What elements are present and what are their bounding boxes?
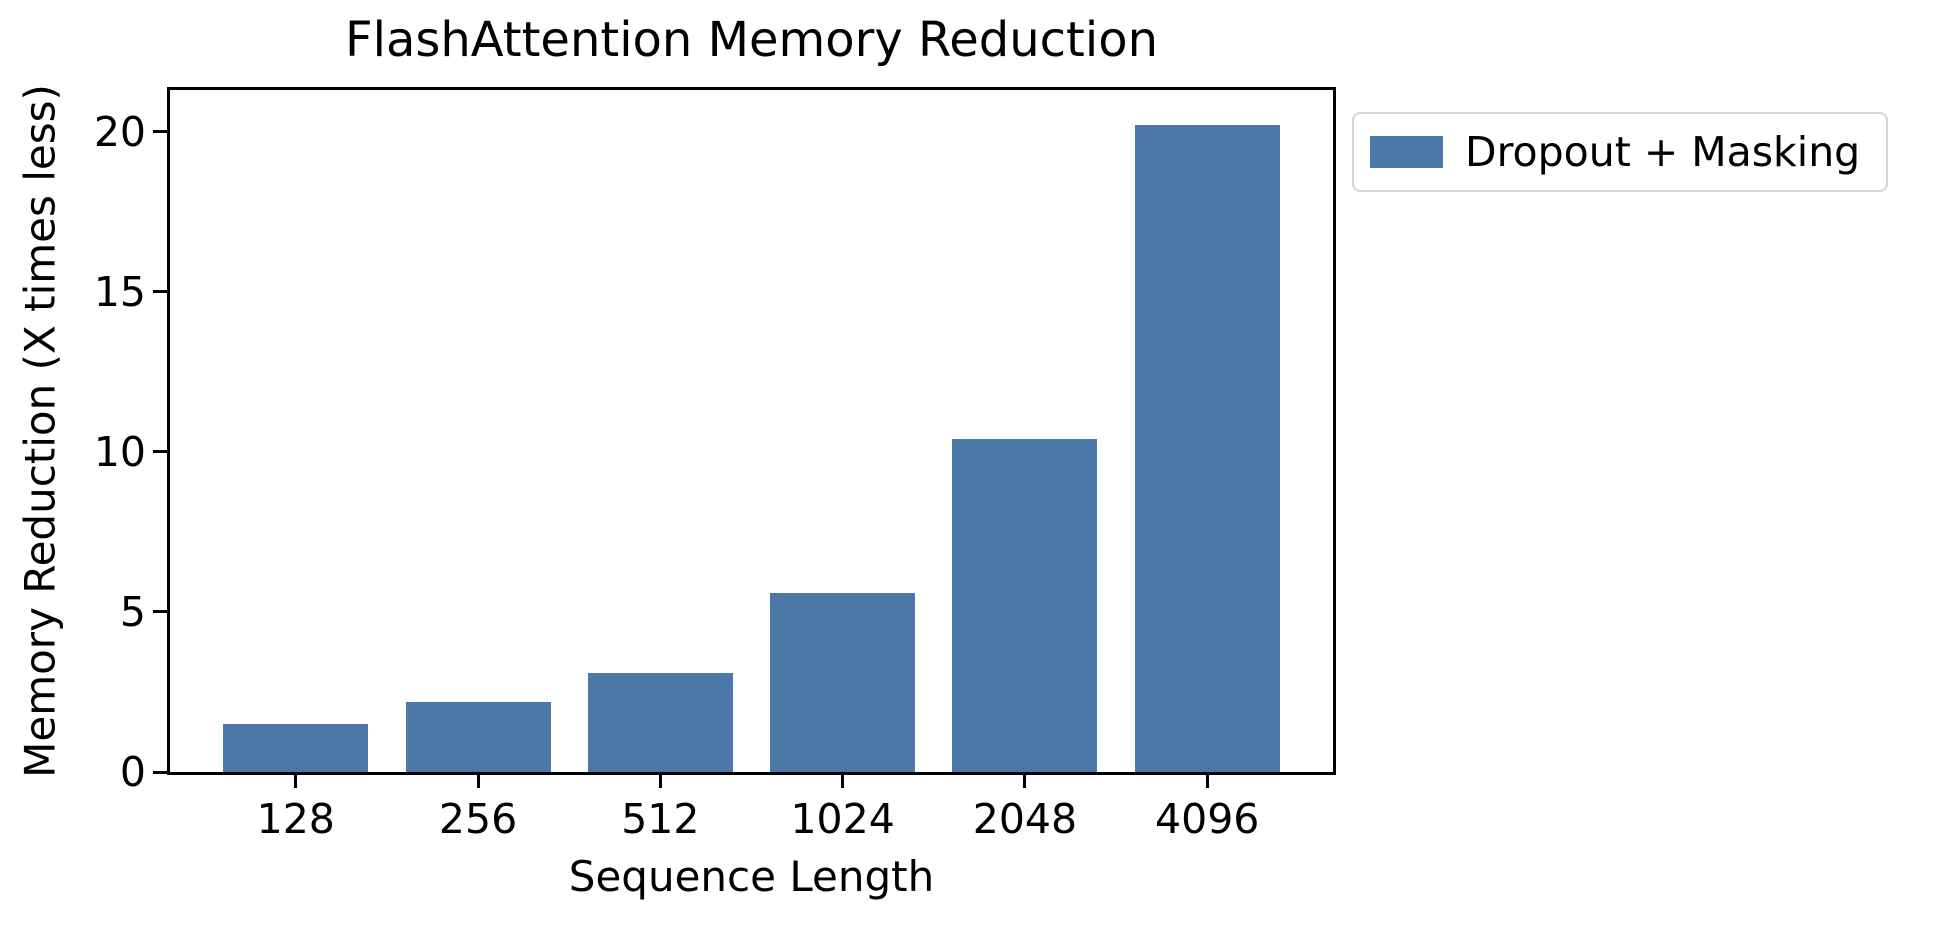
legend: Dropout + Masking <box>1352 112 1889 192</box>
legend-label: Dropout + Masking <box>1465 128 1861 176</box>
x-axis-label: Sequence Length <box>568 852 935 901</box>
x-tick-mark <box>658 775 662 788</box>
bar-128 <box>223 723 369 772</box>
bar-2048 <box>952 439 1098 772</box>
y-tick-label: 10 <box>93 427 146 476</box>
y-tick-label: 5 <box>119 587 146 636</box>
x-tick-mark <box>841 775 845 788</box>
x-tick-mark <box>294 775 298 788</box>
y-tick-mark <box>153 450 167 454</box>
y-tick-label: 0 <box>119 748 146 796</box>
x-tick-mark <box>476 775 480 788</box>
x-tick-label: 4096 <box>1155 795 1260 843</box>
x-tick-label: 512 <box>621 795 700 843</box>
bar-4096 <box>1134 125 1280 772</box>
x-tick-label: 1024 <box>790 795 895 843</box>
plot-area <box>167 87 1336 775</box>
y-tick-mark <box>153 610 167 614</box>
x-tick-mark <box>1023 775 1027 788</box>
y-tick-mark <box>153 290 167 294</box>
legend-swatch <box>1370 136 1443 168</box>
y-tick-mark <box>153 130 167 134</box>
y-tick-label: 20 <box>93 107 146 156</box>
bar-256 <box>405 701 551 772</box>
x-tick-mark <box>1205 775 1209 788</box>
x-tick-label: 2048 <box>972 795 1078 843</box>
y-tick-label: 15 <box>93 267 146 316</box>
bar-1024 <box>770 592 916 772</box>
x-tick-label: 128 <box>256 795 335 843</box>
bar-512 <box>587 672 733 772</box>
y-tick-mark <box>153 770 167 774</box>
x-tick-label: 256 <box>438 795 518 843</box>
chart-title: FlashAttention Memory Reduction <box>345 12 1158 68</box>
